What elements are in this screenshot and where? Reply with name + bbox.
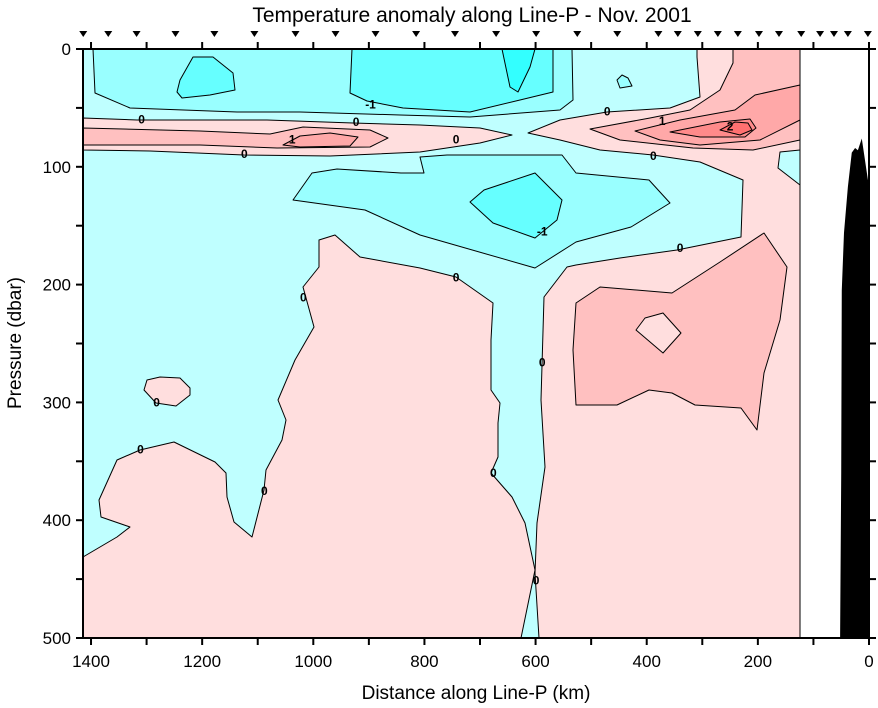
station-marker-icon [797, 31, 806, 37]
x-tick-label: 1400 [72, 652, 110, 671]
band-neg-1.5-to-neg-1-blob [176, 56, 236, 99]
contour-labels: 2 1 0 0 0 0 1 0 0 -1 -1 0 0 0 0 0 0 0 0 0 [137, 97, 734, 587]
contour-label: 1 [659, 114, 666, 128]
station-marker-icon [673, 31, 682, 37]
y-tick-label: 100 [43, 158, 71, 177]
x-tick-label: 200 [744, 652, 772, 671]
contour-label: 0 [533, 573, 540, 587]
axis-ticks: 1400 1200 1000 800 600 400 200 0010020030040050… [43, 40, 876, 671]
y-tick-label: 500 [43, 629, 71, 648]
station-marker-icon [613, 31, 622, 37]
y-tick-label: 300 [43, 393, 71, 412]
station-marker-icon [713, 31, 722, 37]
station-marker-icon [863, 31, 872, 37]
chart-title: Temperature anomaly along Line-P - Nov. … [252, 4, 691, 27]
station-marker-icon [816, 31, 825, 37]
band-above-2-right [719, 121, 753, 136]
contour-label: 0 [677, 241, 684, 255]
contour-label: 0 [137, 443, 144, 457]
band-0-to-0.5-inner-blob [635, 312, 682, 354]
x-tick-label: 800 [410, 652, 438, 671]
x-tick-label: 400 [633, 652, 661, 671]
band-1-to-1.5-left-layer [282, 132, 359, 148]
bathymetry-shape [840, 138, 869, 638]
contour-label: 0 [604, 104, 611, 118]
contour-label: 0 [241, 147, 248, 161]
station-marker-icon [331, 31, 340, 37]
station-marker-icon [492, 31, 501, 37]
contour-label: 0 [650, 149, 657, 163]
contour-label: 0 [453, 133, 460, 147]
contour-label: 0 [539, 355, 546, 369]
contour-label: 0 [353, 115, 360, 129]
contour-label: 1 [289, 133, 296, 147]
band-neg-1-blob-small [616, 74, 633, 89]
station-marker-icon [171, 31, 180, 37]
station-markers [79, 31, 872, 37]
station-marker-icon [532, 31, 541, 37]
station-marker-icon [451, 31, 460, 37]
station-marker-icon [573, 31, 582, 37]
station-marker-icon [654, 31, 663, 37]
contour-label: 0 [153, 395, 160, 409]
x-tick-label: 600 [521, 652, 549, 671]
contour-label: -1 [537, 225, 548, 239]
contour-label: -1 [365, 97, 376, 111]
contour-label: 0 [300, 291, 307, 305]
contour-label: 0 [453, 271, 460, 285]
station-marker-icon [291, 31, 300, 37]
station-marker-icon [774, 31, 783, 37]
station-marker-icon [104, 31, 113, 37]
y-axis-label: Pressure (dbar) [5, 277, 26, 409]
contour-fills [82, 48, 801, 639]
station-marker-icon [250, 31, 259, 37]
contour-label: 0 [138, 113, 145, 127]
x-tick-label: 0 [864, 652, 873, 671]
station-marker-icon [733, 31, 742, 37]
station-marker-icon [754, 31, 763, 37]
station-marker-icon [371, 31, 380, 37]
station-marker-icon [210, 31, 219, 37]
x-tick-label: 1200 [183, 652, 221, 671]
contour-label: 2 [727, 120, 734, 134]
contour-label: 0 [261, 484, 268, 498]
y-tick-label: 200 [43, 276, 71, 295]
band-neg-1.5-to-neg-1-central [469, 172, 563, 239]
station-marker-icon [132, 31, 141, 37]
y-tick-label: 0 [62, 40, 71, 59]
band-neg-1.5-to-neg-1-top [349, 48, 554, 113]
y-tick-label: 400 [43, 511, 71, 530]
station-marker-icon [412, 31, 421, 37]
x-axis-label: Distance along Line-P (km) [362, 683, 591, 704]
band-0-to-0.5-central-bottom [82, 234, 536, 639]
x-tick-label: 1000 [294, 652, 332, 671]
station-marker-icon [829, 31, 838, 37]
station-marker-icon [79, 31, 88, 37]
station-marker-icon [693, 31, 702, 37]
station-marker-icon [843, 31, 852, 37]
band-0-to-0.5-left-blob [143, 376, 191, 407]
contour-label: 0 [490, 466, 497, 480]
